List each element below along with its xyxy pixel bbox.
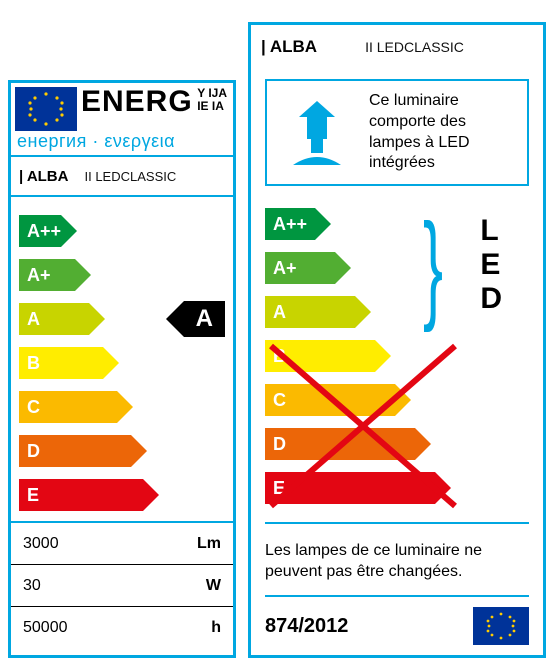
spec-row: 3000 Lm: [11, 523, 233, 565]
spec-table: 3000 Lm 30 W 50000 h: [11, 523, 233, 649]
spec-value: 3000: [23, 535, 59, 553]
scale-arrow: B: [265, 340, 375, 372]
scale-row: C: [265, 380, 529, 420]
scale-grade-label: A: [273, 302, 286, 323]
led-brace-icon: }: [423, 206, 443, 326]
brand-name: ALBA: [261, 37, 317, 57]
regulation-number: 874/2012: [265, 615, 348, 638]
scale-grade-label: A+: [27, 265, 51, 286]
eu-flag-icon: [15, 87, 77, 131]
scale-row: A++: [11, 211, 233, 251]
scale-arrow: E: [265, 472, 435, 504]
scale-grade-label: B: [27, 353, 40, 374]
scale-row: A+: [11, 255, 233, 295]
energ-suffix: Y IJA IE IA: [197, 87, 227, 113]
scale-row: AA: [11, 299, 233, 339]
scale-arrow: A++: [265, 208, 315, 240]
scale-row: B: [11, 343, 233, 383]
spec-row: 50000 h: [11, 607, 233, 649]
scale-arrow: A++: [19, 215, 61, 247]
spec-row: 30 W: [11, 565, 233, 607]
lamp-info-box: Ce luminaire comporte des lampes à LED i…: [265, 79, 529, 186]
scale-grade-label: D: [27, 441, 40, 462]
scale-grade-label: A++: [27, 221, 61, 242]
scale-arrow: A: [19, 303, 89, 335]
scale-row: E: [265, 468, 529, 508]
energy-label-left: ENERG Y IJA IE IA енергия · ενεργεια ALB…: [8, 80, 236, 658]
scale-grade-label: C: [27, 397, 40, 418]
brand-strip-left: ALBA II LEDCLASSIC: [11, 157, 233, 197]
scale-grade-label: D: [273, 434, 286, 455]
spec-unit: Lm: [197, 535, 221, 553]
brand-name: ALBA: [19, 168, 68, 185]
scale-arrow: A+: [265, 252, 335, 284]
scale-row: B: [265, 336, 529, 376]
scale-grade-label: C: [273, 390, 286, 411]
scale-grade-label: E: [27, 485, 39, 506]
energ-header: ENERG Y IJA IE IA енергия · ενεργεια: [11, 83, 233, 157]
efficiency-scale-left: A++A+AABCDE: [11, 197, 233, 523]
lamp-icon: [277, 93, 357, 173]
efficiency-scale-right: A++ A+ A B C D E } L E D: [265, 204, 529, 526]
scale-row: E: [11, 475, 233, 515]
led-label: L E D: [480, 214, 505, 316]
spec-unit: h: [211, 619, 221, 637]
scale-arrow: D: [19, 435, 131, 467]
scale-arrow: B: [19, 347, 103, 379]
scale-row: C: [11, 387, 233, 427]
eu-stars-icon: [15, 87, 77, 131]
brand-strip-right: ALBA II LEDCLASSIC: [251, 25, 543, 69]
scale-arrow: D: [265, 428, 415, 460]
scale-row: D: [11, 431, 233, 471]
luminaire-label-right: ALBA II LEDCLASSIC Ce luminaire comporte…: [248, 22, 546, 658]
lamp-description: Ce luminaire comporte des lampes à LED i…: [369, 91, 517, 174]
scale-arrow: C: [19, 391, 117, 423]
energ-word: ENERG: [81, 85, 193, 119]
model-name: II LEDCLASSIC: [365, 39, 464, 55]
scale-row: D: [265, 424, 529, 464]
rating-pointer: A: [184, 301, 225, 337]
scale-arrow: A+: [19, 259, 75, 291]
spec-value: 50000: [23, 619, 68, 637]
scale-arrow: E: [19, 479, 143, 511]
energ-subtitle: енергия · ενεργεια: [17, 131, 175, 152]
scale-grade-label: A+: [273, 258, 297, 279]
scale-grade-label: A++: [273, 214, 307, 235]
model-name: II LEDCLASSIC: [84, 169, 176, 184]
scale-grade-label: B: [273, 346, 286, 367]
scale-grade-label: E: [273, 478, 285, 499]
eu-flag-icon: [473, 607, 529, 645]
scale-arrow: A: [265, 296, 355, 328]
regulation-row: 874/2012: [265, 595, 529, 645]
scale-arrow: C: [265, 384, 395, 416]
spec-unit: W: [206, 577, 221, 595]
scale-grade-label: A: [27, 309, 40, 330]
spec-value: 30: [23, 577, 41, 595]
footer-note: Les lampes de ce luminaire ne peuvent pa…: [265, 522, 529, 583]
